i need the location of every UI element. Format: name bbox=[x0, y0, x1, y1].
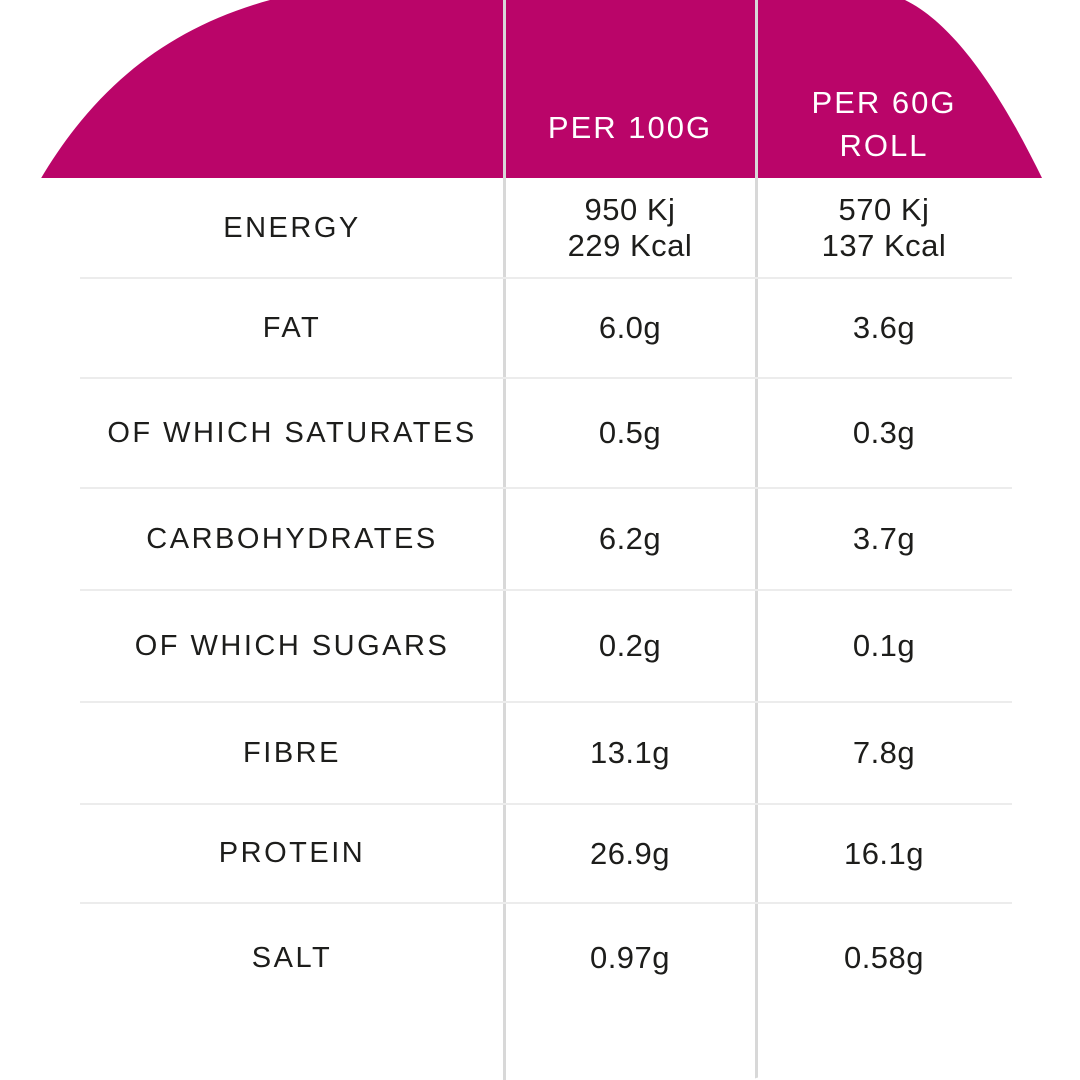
row-label: FAT bbox=[262, 311, 322, 344]
value-per-60g-roll: 3.7g bbox=[852, 521, 916, 556]
row-label: SALT bbox=[251, 941, 333, 974]
row-separator bbox=[80, 701, 1012, 703]
value-per-100g: 26.9g bbox=[589, 835, 671, 871]
table-row-fibre: FIBRE 13.1g 7.8g bbox=[0, 702, 1080, 804]
value-per-60g-roll: 0.3g bbox=[852, 415, 916, 450]
row-label: CARBOHYDRATES bbox=[146, 522, 438, 555]
table-row-saturates: OF WHICH SATURATES 0.5g 0.3g bbox=[0, 378, 1080, 488]
column-divider-2 bbox=[755, 0, 758, 1080]
row-label: ENERGY bbox=[223, 211, 361, 244]
column-header-per-60g-roll: PER 60G ROLL bbox=[811, 85, 957, 163]
row-separator bbox=[80, 277, 1012, 279]
row-label: PROTEIN bbox=[218, 837, 366, 869]
column-header-per-100g: PER 100G bbox=[547, 110, 713, 145]
value-per-100g: 950 Kj 229 Kcal bbox=[567, 192, 693, 263]
table-row-energy: ENERGY 950 Kj 229 Kcal 570 Kj 137 Kcal bbox=[0, 178, 1080, 278]
value-per-60g-roll: 3.6g bbox=[852, 310, 916, 345]
value-per-100g: 6.2g bbox=[598, 521, 662, 556]
row-separator bbox=[80, 902, 1012, 904]
value-per-60g-roll: 7.8g bbox=[852, 735, 916, 770]
row-separator bbox=[80, 377, 1012, 379]
table-row-sugars: OF WHICH SUGARS 0.2g 0.1g bbox=[0, 590, 1080, 702]
value-per-100g: 0.5g bbox=[598, 415, 662, 450]
blob-shape bbox=[7, 0, 1071, 1080]
column-divider-1 bbox=[503, 0, 506, 1080]
row-label: OF WHICH SATURATES bbox=[107, 416, 477, 449]
value-per-100g: 0.97g bbox=[589, 940, 671, 975]
value-per-100g: 0.2g bbox=[598, 628, 662, 663]
row-separator bbox=[80, 803, 1012, 805]
value-per-60g-roll: 570 Kj 137 Kcal bbox=[821, 192, 947, 263]
value-per-100g: 13.1g bbox=[589, 735, 671, 770]
table-row-salt: SALT 0.97g 0.58g bbox=[0, 903, 1080, 1013]
value-per-60g-roll: 16.1g bbox=[843, 835, 925, 871]
value-per-60g-roll: 0.1g bbox=[852, 628, 916, 663]
row-label: OF WHICH SUGARS bbox=[134, 629, 450, 662]
value-per-60g-roll: 0.58g bbox=[843, 940, 925, 975]
row-label: FIBRE bbox=[243, 736, 341, 769]
table-row-fat: FAT 6.0g 3.6g bbox=[0, 278, 1080, 378]
row-separator bbox=[80, 487, 1012, 489]
row-separator bbox=[80, 589, 1012, 591]
table-row-protein: PROTEIN 26.9g 16.1g bbox=[0, 804, 1080, 903]
value-per-100g: 6.0g bbox=[598, 310, 662, 345]
table-row-carbohydrates: CARBOHYDRATES 6.2g 3.7g bbox=[0, 488, 1080, 590]
